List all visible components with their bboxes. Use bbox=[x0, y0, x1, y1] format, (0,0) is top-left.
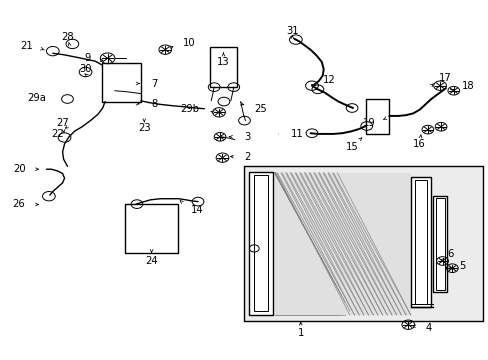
Bar bbox=[254, 175, 267, 311]
Bar bbox=[102, 63, 141, 102]
Text: 29b: 29b bbox=[180, 104, 199, 114]
Text: 2: 2 bbox=[244, 152, 250, 162]
Text: 29a: 29a bbox=[27, 93, 46, 103]
Text: 16: 16 bbox=[412, 139, 425, 149]
Text: 14: 14 bbox=[190, 204, 203, 215]
Text: 31: 31 bbox=[285, 26, 298, 36]
Text: 5: 5 bbox=[459, 261, 465, 271]
Text: 23: 23 bbox=[138, 123, 150, 133]
Text: 12: 12 bbox=[322, 75, 335, 85]
Bar bbox=[432, 196, 447, 292]
Text: 1: 1 bbox=[297, 328, 304, 338]
Text: 27: 27 bbox=[56, 118, 69, 128]
Text: 8: 8 bbox=[151, 99, 158, 109]
Text: 24: 24 bbox=[145, 256, 158, 266]
Text: 4: 4 bbox=[425, 323, 431, 333]
Text: 28: 28 bbox=[61, 32, 74, 42]
Text: 10: 10 bbox=[183, 38, 196, 48]
Text: 21: 21 bbox=[20, 41, 33, 51]
Bar bbox=[124, 204, 178, 253]
Text: 7: 7 bbox=[151, 78, 158, 89]
Bar bbox=[274, 173, 410, 315]
Bar bbox=[210, 47, 237, 87]
Text: 26: 26 bbox=[13, 199, 25, 210]
Bar bbox=[249, 172, 272, 315]
Bar bbox=[243, 166, 482, 321]
Bar bbox=[365, 99, 388, 134]
Text: 11: 11 bbox=[290, 129, 303, 139]
Text: 15: 15 bbox=[345, 142, 358, 152]
Bar bbox=[435, 198, 444, 290]
Text: 25: 25 bbox=[254, 104, 266, 114]
Text: 19: 19 bbox=[362, 118, 375, 128]
Text: 18: 18 bbox=[461, 81, 474, 91]
Text: 17: 17 bbox=[438, 73, 451, 84]
Text: 6: 6 bbox=[447, 249, 453, 259]
Bar bbox=[410, 177, 430, 307]
Text: 3: 3 bbox=[244, 132, 250, 142]
Text: 22: 22 bbox=[51, 129, 64, 139]
Text: 30: 30 bbox=[79, 64, 92, 74]
Text: 9: 9 bbox=[84, 53, 90, 63]
Text: 13: 13 bbox=[217, 57, 229, 67]
Text: 20: 20 bbox=[13, 164, 25, 174]
Bar bbox=[414, 180, 427, 304]
